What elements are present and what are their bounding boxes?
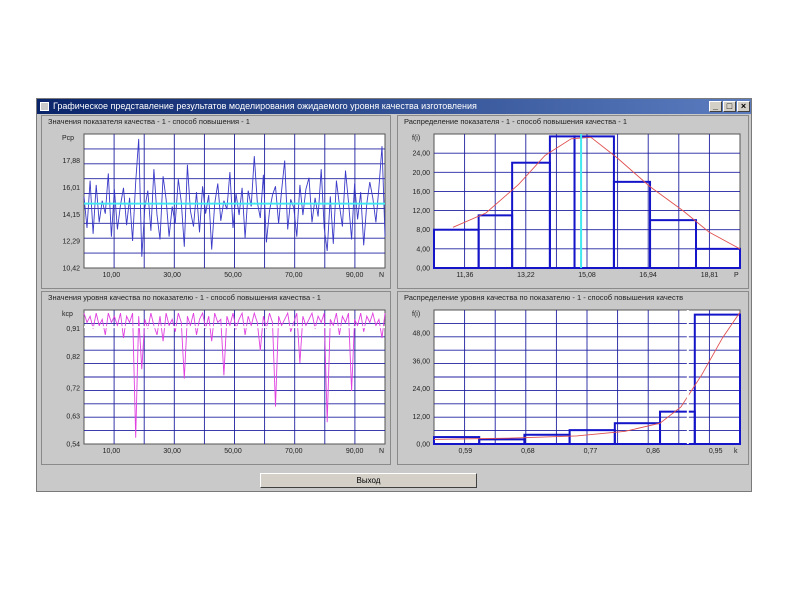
- chart-quality-distribution: 0,00 4,00 8,00 12,00 16,00 20,00 24,00 11,36 13,…: [412, 133, 742, 279]
- x-axis-label: N: [379, 448, 384, 455]
- x-tick-label: 70,00: [285, 448, 303, 455]
- x-tick-label: 18,81: [701, 272, 719, 279]
- y-tick-label: 24,00: [412, 386, 430, 393]
- x-tick-label: 16,94: [639, 272, 657, 279]
- app-window: Графическое представление результатов мо…: [36, 98, 752, 492]
- panel-title: Значения уровня качества по показателю -…: [48, 293, 321, 302]
- x-tick-label: 50,00: [224, 448, 242, 455]
- y-axis-label: Pcp: [62, 135, 74, 142]
- x-axis-label: N: [379, 272, 384, 279]
- panel-quality-values: Значения показателя качества - 1 - спосо…: [41, 115, 391, 289]
- y-axis-label: f(i): [412, 135, 420, 142]
- x-axis-label: k: [734, 448, 738, 455]
- x-tick-label: 0,95: [709, 448, 723, 455]
- y-tick-label: 0,54: [66, 442, 80, 449]
- panel-title: Распределение уровня качества по показат…: [404, 293, 684, 302]
- y-tick-label: 16,01: [62, 185, 80, 192]
- x-tick-label: 13,22: [517, 272, 535, 279]
- y-tick-label: 8,00: [416, 227, 430, 234]
- y-tick-label: 4,00: [416, 246, 430, 253]
- y-tick-label: 12,00: [412, 414, 430, 421]
- histogram-bar: [693, 313, 741, 445]
- y-tick-label: 17,88: [62, 158, 80, 165]
- y-tick-label: 0,00: [416, 266, 430, 273]
- y-tick-label: 0,00: [416, 442, 430, 449]
- y-axis-label: f(i): [412, 311, 420, 318]
- x-tick-label: 10,00: [103, 272, 121, 279]
- y-tick-label: 12,29: [62, 239, 80, 246]
- y-tick-label: 16,00: [412, 189, 430, 196]
- y-tick-label: 0,63: [66, 413, 80, 420]
- y-tick-label: 36,00: [412, 358, 430, 365]
- y-tick-label: 0,72: [66, 385, 80, 392]
- histogram-bar: [649, 219, 698, 270]
- y-tick-label: 0,91: [66, 326, 80, 333]
- x-tick-label: 0,59: [458, 448, 472, 455]
- y-axis-label: kcp: [62, 311, 73, 318]
- app-icon: [40, 102, 49, 111]
- x-tick-label: 0,86: [646, 448, 660, 455]
- y-tick-label: 20,00: [412, 170, 430, 177]
- panel-quality-level-values: Значения уровня качества по показателю -…: [41, 291, 391, 465]
- x-tick-label: 0,68: [521, 448, 535, 455]
- x-tick-label: 30,00: [163, 448, 181, 455]
- x-tick-label: 50,00: [224, 272, 242, 279]
- chart-quality-level-distribution: 0,00 12,00 24,00 36,00 48,00 0,59 0,68 0,77 0,86…: [412, 309, 741, 455]
- y-tick-label: 24,00: [412, 151, 430, 158]
- x-tick-label: 70,00: [285, 272, 303, 279]
- x-tick-label: 90,00: [346, 272, 364, 279]
- y-tick-label: 10,42: [62, 266, 80, 273]
- title-bar: Графическое представление результатов мо…: [37, 99, 751, 114]
- panel-quality-distribution: Распределение показателя - 1 - способ по…: [397, 115, 749, 289]
- y-tick-label: 0,82: [66, 354, 80, 361]
- maximize-button[interactable]: □: [723, 101, 736, 112]
- series-line: [83, 311, 386, 438]
- histogram-bar: [695, 247, 742, 269]
- y-tick-label: 48,00: [412, 331, 430, 338]
- series-line: [83, 138, 386, 257]
- density-curve: [433, 312, 741, 440]
- x-tick-label: 90,00: [346, 448, 364, 455]
- panel-title: Распределение показателя - 1 - способ по…: [404, 117, 628, 126]
- x-tick-label: 10,00: [103, 448, 121, 455]
- panel-title: Значения показателя качества - 1 - спосо…: [48, 117, 250, 126]
- x-axis-label: P: [734, 272, 739, 279]
- x-tick-label: 15,08: [578, 272, 596, 279]
- chart-quality-level-values: 0,54 0,63 0,72 0,82 0,91 10,00 30,00 50,00 70,00…: [62, 309, 386, 455]
- exit-button[interactable]: Выход: [260, 473, 477, 488]
- density-curve: [452, 136, 741, 250]
- panel-quality-level-distribution: Распределение уровня качества по показат…: [397, 291, 749, 465]
- y-tick-label: 12,00: [412, 208, 430, 215]
- close-button[interactable]: ×: [737, 101, 750, 112]
- minimize-button[interactable]: _: [709, 101, 722, 112]
- window-title: Графическое представление результатов мо…: [53, 101, 477, 111]
- y-tick-label: 14,15: [62, 212, 80, 219]
- x-tick-label: 0,77: [584, 448, 598, 455]
- x-tick-label: 11,36: [456, 272, 473, 279]
- x-tick-label: 30,00: [163, 272, 181, 279]
- chart-quality-values: 10,42 12,29 14,15 16,01 17,88 10,00 30,00 50,00…: [62, 133, 386, 279]
